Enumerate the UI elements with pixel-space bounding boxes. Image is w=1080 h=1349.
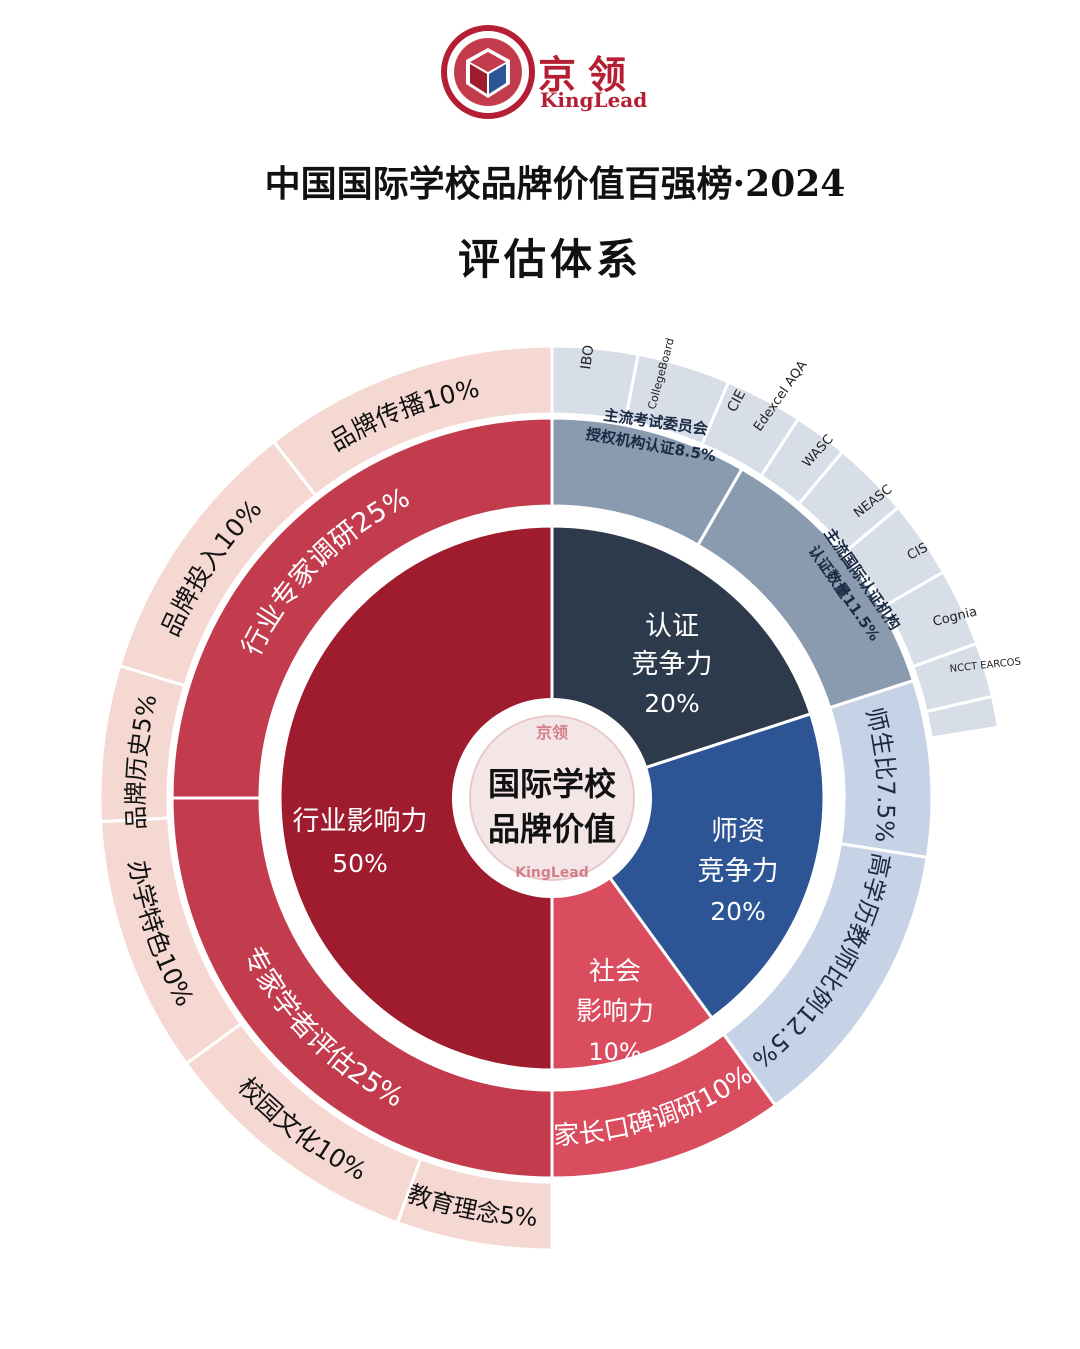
center-badge-cn: 京领 bbox=[536, 723, 568, 742]
inner-label-faculty-1: 师资 bbox=[711, 816, 765, 847]
outer-segment-ncct bbox=[924, 694, 1001, 740]
page-title: 中国国际学校品牌价值百强榜·2024 bbox=[264, 163, 846, 205]
center-disc bbox=[469, 715, 635, 881]
inner-label-accreditation-2: 竞争力 bbox=[632, 649, 713, 680]
middle-segment-scholar-evaluation bbox=[170, 796, 554, 1180]
inner-label-industry-name: 行业影响力 bbox=[293, 806, 428, 837]
inner-slice-industry-influence bbox=[278, 524, 554, 1072]
outer-segment-education-philosophy bbox=[395, 1156, 554, 1252]
outer-segment-brand-history bbox=[98, 663, 187, 824]
middle-segment-parent-survey bbox=[550, 1032, 778, 1180]
middle-ring bbox=[170, 416, 934, 1180]
page-subtitle: 评估体系 bbox=[457, 235, 642, 284]
center-line-2: 品牌价值 bbox=[488, 810, 616, 848]
inner-label-social-2: 影响力 bbox=[576, 997, 654, 1027]
brand-name-en: KingLead bbox=[540, 88, 648, 112]
inner-label-industry-value: 50% bbox=[332, 849, 388, 878]
brand-name-cn: 京领 bbox=[538, 52, 639, 97]
header: 京领 KingLead 中国国际学校品牌价值百强榜·2024 评估体系 bbox=[0, 0, 1080, 300]
inner-label-accreditation-1: 认证 bbox=[645, 611, 699, 642]
outer-ring bbox=[98, 344, 1001, 1252]
outer-segment-school-features bbox=[99, 816, 244, 1066]
inner-label-faculty-value: 20% bbox=[710, 897, 766, 926]
center-badge-en: KingLead bbox=[515, 865, 589, 881]
center-line-1: 国际学校 bbox=[488, 765, 616, 803]
outer-segment-campus-culture bbox=[184, 1021, 423, 1225]
outer-segment-brand-investment bbox=[117, 439, 318, 688]
inner-label-accreditation-value: 20% bbox=[644, 689, 700, 718]
inner-label-faculty-2: 竞争力 bbox=[698, 856, 779, 887]
kinglead-logo-icon bbox=[441, 25, 535, 119]
inner-label-social-1: 社会 bbox=[589, 957, 641, 987]
inner-label-social-value: 10% bbox=[588, 1038, 641, 1066]
outer-label-ibo: IBO bbox=[578, 344, 597, 371]
